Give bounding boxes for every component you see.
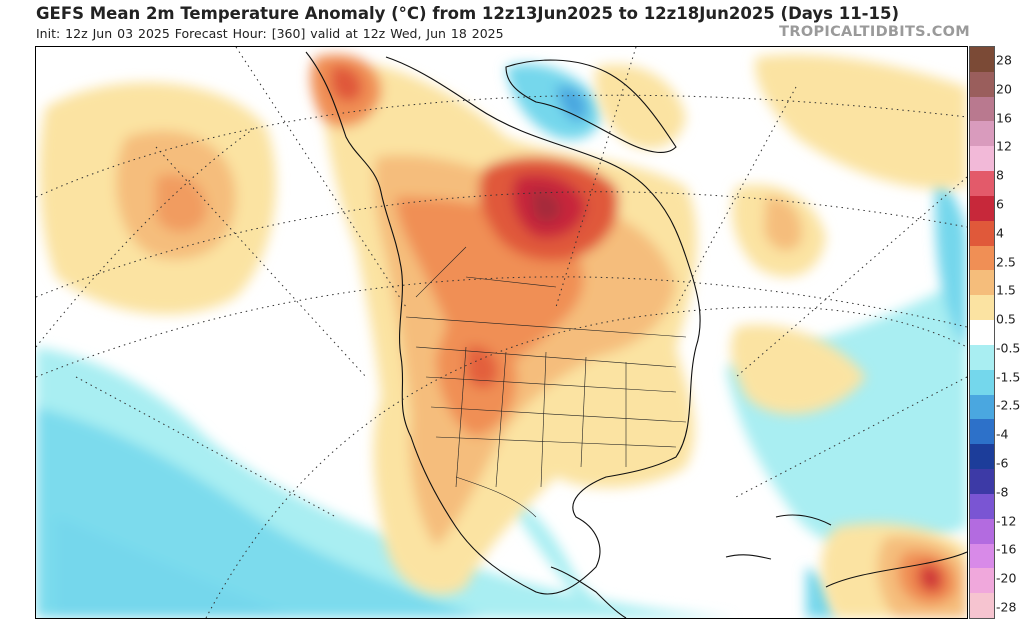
- legend-label: -20: [996, 570, 1017, 586]
- graticule: [36, 47, 967, 618]
- legend-swatch: [970, 121, 994, 147]
- legend-swatch: [970, 369, 994, 396]
- legend-swatch: [970, 469, 994, 495]
- warm-anomaly-areas: [39, 54, 967, 618]
- legend-swatch: [970, 344, 994, 371]
- legend-label: -2.5: [996, 397, 1021, 413]
- legend-swatch: [970, 96, 994, 122]
- borders: [405, 246, 687, 518]
- legend-swatch: [970, 171, 994, 197]
- legend-label: -1.5: [996, 369, 1021, 385]
- legend-swatch: [970, 71, 994, 98]
- legend-label: -16: [996, 541, 1017, 557]
- legend-label: -6: [996, 455, 1009, 471]
- legend-label: -8: [996, 484, 1009, 500]
- legend-labels: 28 20 16 12 8 6 4 2.5 1.5 0.5 -0.5 -1.5 -2.5 -4 -6 -8 -1…: [996, 46, 1024, 617]
- legend-swatch: [970, 518, 994, 544]
- legend-label: 4: [996, 225, 1004, 241]
- color-scale-legend: [969, 46, 995, 619]
- legend-swatch: [970, 394, 994, 420]
- site-credit: TROPICALTIDBITS.COM: [779, 24, 970, 40]
- legend-label: 20: [996, 81, 1012, 97]
- legend-label: 6: [996, 196, 1004, 212]
- coastlines: [305, 51, 967, 618]
- legend-swatch: [970, 493, 994, 520]
- legend-swatch: [970, 195, 994, 222]
- legend-swatch: [970, 543, 994, 569]
- legend-label: 1.5: [996, 282, 1016, 298]
- legend-label: -4: [996, 426, 1009, 442]
- legend-swatch: [970, 444, 994, 470]
- legend-swatch: [970, 47, 994, 73]
- legend-swatch: [970, 419, 994, 445]
- legend-label: -28: [996, 599, 1017, 615]
- legend-swatch: [970, 245, 994, 271]
- legend-swatch: [970, 146, 994, 172]
- legend-label: 28: [996, 52, 1012, 68]
- legend-swatch: [970, 593, 994, 619]
- legend-swatch: [970, 270, 994, 296]
- init-info: Init: 12z Jun 03 2025 Forecast Hour: [36…: [36, 26, 504, 41]
- legend-label: 16: [996, 110, 1012, 126]
- anomaly-map: [35, 46, 968, 619]
- legend-swatch: [970, 320, 994, 346]
- legend-label: 2.5: [996, 254, 1016, 270]
- legend-swatch: [970, 220, 994, 247]
- map-title: GEFS Mean 2m Temperature Anomaly (°C) fr…: [36, 4, 900, 23]
- legend-label: 0.5: [996, 311, 1016, 327]
- legend-swatch: [970, 295, 994, 321]
- legend-label: -12: [996, 513, 1017, 529]
- legend-label: -0.5: [996, 340, 1021, 356]
- legend-label: 8: [996, 167, 1004, 183]
- legend-swatch: [970, 568, 994, 594]
- legend-label: 12: [996, 138, 1012, 154]
